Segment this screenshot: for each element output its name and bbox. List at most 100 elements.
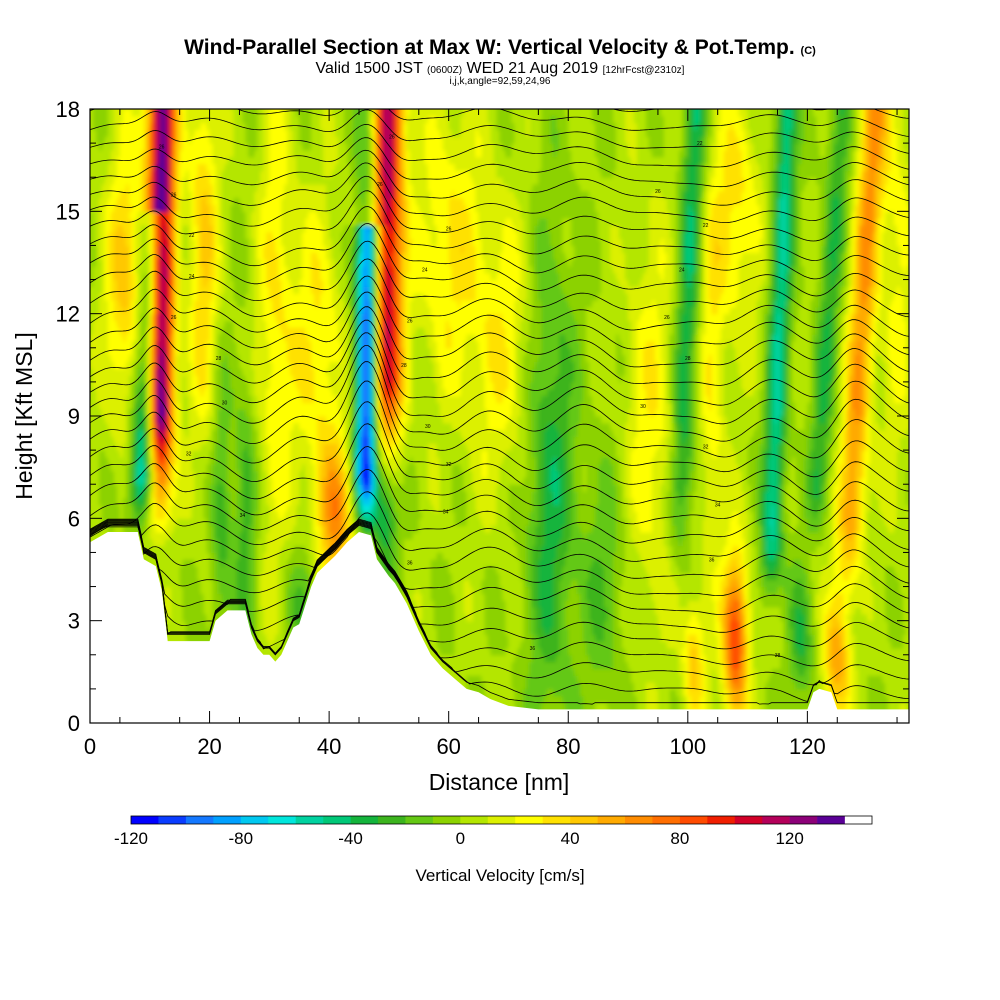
velocity-cell (209, 279, 214, 287)
velocity-cell (107, 334, 112, 342)
velocity-cell (143, 552, 148, 560)
velocity-cell (242, 559, 247, 567)
velocity-cell (107, 381, 112, 390)
velocity-cell (221, 143, 226, 151)
velocity-cell (98, 197, 103, 206)
velocity-cell (176, 504, 181, 513)
velocity-cell (206, 572, 211, 581)
velocity-cell (203, 238, 208, 247)
velocity-cell (95, 272, 100, 281)
velocity-cell (191, 593, 196, 601)
velocity-cell (227, 197, 232, 206)
velocity-cell (92, 265, 97, 274)
velocity-cell (215, 511, 220, 519)
velocity-cell (101, 368, 106, 376)
velocity-cell (209, 177, 214, 185)
velocity-cell (131, 450, 136, 458)
velocity-cell (224, 552, 229, 560)
velocity-cell (209, 409, 214, 417)
velocity-cell (155, 334, 160, 342)
velocity-cell (221, 593, 226, 601)
velocity-cell (197, 327, 202, 335)
velocity-cell (146, 300, 151, 308)
velocity-cell (191, 545, 196, 554)
velocity-cell (90, 456, 94, 465)
velocity-cell (224, 313, 229, 322)
velocity-cell (194, 238, 199, 247)
velocity-cell (182, 436, 187, 444)
velocity-cell (149, 381, 154, 390)
velocity-cell (143, 375, 148, 383)
velocity-cell (116, 218, 121, 226)
velocity-cell (242, 259, 247, 267)
velocity-cell (227, 579, 232, 588)
velocity-cell (119, 136, 124, 144)
velocity-cell (182, 136, 187, 144)
velocity-cell (185, 586, 190, 594)
velocity-cell (197, 238, 202, 247)
velocity-cell (107, 265, 112, 274)
velocity-cell (239, 231, 244, 240)
velocity-cell (149, 190, 154, 199)
velocity-cell (179, 409, 184, 417)
velocity-cell (176, 354, 181, 363)
velocity-cell (104, 429, 109, 438)
velocity-cell (152, 409, 157, 417)
velocity-cell (167, 293, 172, 301)
velocity-cell (113, 265, 118, 274)
velocity-cell (194, 265, 199, 274)
velocity-cell (203, 156, 208, 165)
velocity-cell (224, 504, 229, 513)
velocity-cell (191, 607, 196, 615)
velocity-cell (92, 190, 97, 199)
velocity-cell (182, 518, 187, 526)
velocity-cell (134, 143, 139, 151)
velocity-cell (200, 368, 205, 376)
velocity-cell (188, 586, 193, 594)
velocity-cell (155, 361, 160, 369)
velocity-cell (209, 265, 214, 274)
velocity-cell (98, 340, 103, 349)
velocity-cell (152, 368, 157, 376)
velocity-cell (164, 170, 169, 178)
velocity-cell (146, 293, 151, 301)
velocity-cell (197, 572, 202, 581)
velocity-cell (164, 190, 169, 199)
velocity-cell (104, 416, 109, 424)
velocity-cell (191, 381, 196, 390)
velocity-cell (137, 204, 142, 212)
velocity-cell (200, 381, 205, 390)
velocity-cell (110, 327, 115, 335)
velocity-cell (245, 463, 250, 472)
velocity-cell (212, 218, 217, 226)
velocity-cell (92, 129, 97, 137)
velocity-cell (122, 484, 127, 492)
velocity-cell (101, 149, 106, 158)
velocity-cell (164, 613, 169, 622)
velocity-cell (143, 497, 148, 506)
velocity-cell (90, 375, 94, 383)
velocity-cell (161, 375, 166, 383)
velocity-cell (164, 163, 169, 171)
velocity-cell (104, 504, 109, 513)
velocity-cell (152, 156, 157, 165)
velocity-cell (164, 368, 169, 376)
velocity-cell (158, 190, 163, 199)
velocity-cell (104, 265, 109, 274)
velocity-cell (122, 477, 127, 485)
velocity-cell (212, 320, 217, 328)
velocity-cell (188, 306, 193, 315)
velocity-cell (104, 231, 109, 240)
velocity-cell (98, 375, 103, 383)
velocity-cell (176, 436, 181, 444)
velocity-cell (227, 334, 232, 342)
velocity-cell (248, 572, 253, 581)
velocity-cell (170, 313, 175, 322)
velocity-cell (90, 136, 94, 144)
velocity-cell (92, 224, 97, 233)
velocity-cell (116, 259, 121, 267)
velocity-cell (137, 149, 142, 158)
velocity-cell (248, 443, 253, 451)
velocity-cell (248, 224, 253, 233)
velocity-cell (134, 416, 139, 424)
